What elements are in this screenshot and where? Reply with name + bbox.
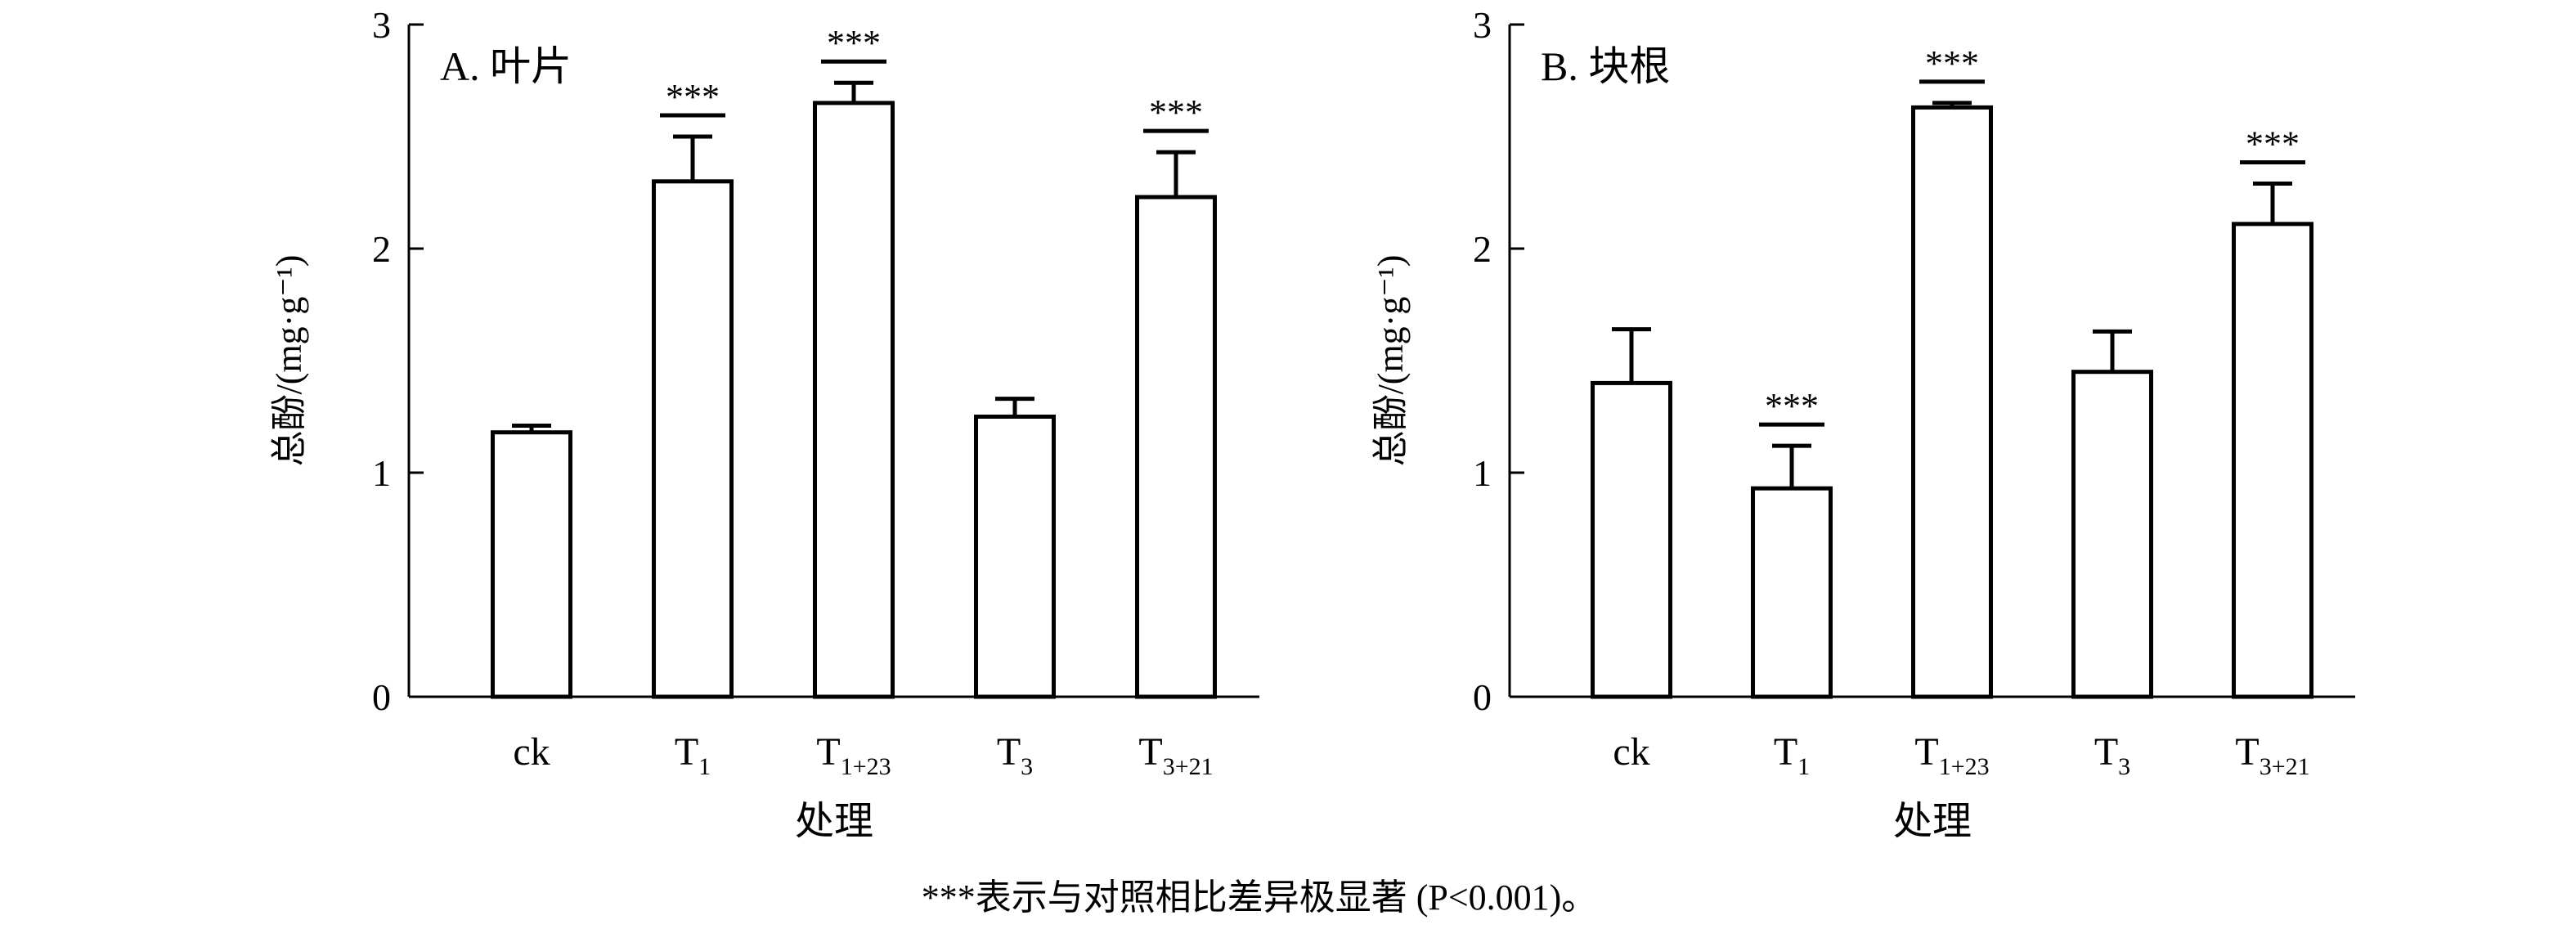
significance-label: *** (2246, 124, 2300, 164)
x-tick-label: T1 (1774, 730, 1810, 780)
bar (2232, 222, 2313, 699)
x-tick-label: T3 (997, 730, 1033, 780)
x-tick-label: T1+23 (816, 730, 891, 780)
y-tick-label: 3 (1473, 4, 1492, 46)
bar (1911, 105, 1993, 699)
y-tick-label: 1 (1473, 452, 1492, 494)
x-tick-label: T3 (2094, 730, 2130, 780)
significance-label: *** (1765, 386, 1819, 426)
bar (2071, 370, 2153, 699)
bar (652, 179, 734, 699)
bar (1135, 195, 1217, 699)
x-tick-label: ck (1613, 730, 1649, 774)
significance-label: *** (827, 23, 881, 63)
x-axis-title: 处理 (795, 800, 873, 843)
y-tick-label: 3 (372, 4, 391, 46)
panel-label: B. 块根 (1541, 43, 1670, 89)
x-tick-label: T1 (675, 730, 711, 780)
y-tick-label: 2 (372, 228, 391, 270)
bar (974, 415, 1056, 699)
bar (813, 101, 895, 699)
y-tick-label: 1 (372, 452, 391, 494)
significance-label: *** (1149, 92, 1203, 132)
y-axis-title: 总酚/(mg·g⁻¹) (269, 255, 309, 467)
bar (1751, 486, 1833, 699)
x-tick-label: ck (513, 730, 550, 774)
x-tick-label: T3+21 (2235, 730, 2309, 780)
significance-label: *** (1925, 43, 1979, 83)
bar (491, 430, 572, 699)
bar (1591, 380, 1672, 699)
y-tick-label: 2 (1473, 228, 1492, 270)
x-tick-label: T3+21 (1138, 730, 1213, 780)
x-tick-label: T1+23 (1914, 730, 1989, 780)
x-axis-title: 处理 (1893, 800, 1972, 843)
figure-caption: ***表示与对照相比差异极显著 (P<0.001)。 (922, 877, 1598, 918)
y-tick-label: 0 (1473, 676, 1492, 718)
significance-label: *** (666, 77, 720, 117)
panel-label: A. 叶片 (440, 43, 572, 89)
y-tick-label: 0 (372, 676, 391, 718)
y-axis-title: 总酚/(mg·g⁻¹) (1371, 255, 1411, 467)
